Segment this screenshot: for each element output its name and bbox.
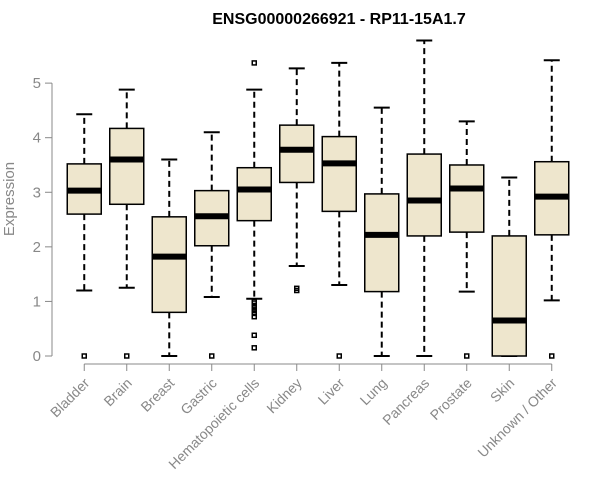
outlier-point bbox=[549, 353, 555, 359]
x-tick-label: Lung bbox=[357, 375, 390, 408]
iqr-box bbox=[449, 164, 485, 233]
box-group bbox=[194, 131, 230, 359]
x-tick-label: Unknown / Other bbox=[474, 375, 560, 461]
outlier-point bbox=[251, 332, 257, 339]
chart-title: ENSG00000266921 - RP11-15A1.7 bbox=[212, 11, 466, 28]
iqr-box bbox=[151, 216, 187, 314]
outlier-point bbox=[464, 353, 470, 359]
box-group bbox=[406, 39, 442, 357]
iqr-box bbox=[236, 166, 272, 222]
iqr-box bbox=[279, 124, 315, 184]
y-tick-label: 5 bbox=[33, 75, 41, 92]
outlier-point bbox=[251, 60, 257, 66]
box-series bbox=[66, 39, 570, 359]
y-axis: 0 1 2 3 4 5 bbox=[33, 75, 53, 365]
outlier-point bbox=[336, 353, 342, 359]
box-group bbox=[279, 67, 315, 294]
outlier-point bbox=[251, 345, 257, 351]
box-group bbox=[151, 158, 187, 357]
y-axis-label: Expression bbox=[1, 162, 18, 236]
x-tick-label: Pancreas bbox=[379, 375, 432, 428]
box-group bbox=[109, 88, 145, 359]
box-group bbox=[534, 59, 570, 359]
y-tick-label: 0 bbox=[33, 348, 41, 365]
x-tick-label: Bladder bbox=[47, 375, 93, 421]
outlier-point bbox=[209, 353, 215, 359]
y-tick-label: 4 bbox=[33, 130, 41, 147]
y-tick-label: 3 bbox=[33, 184, 41, 201]
x-tick-label: Kidney bbox=[263, 375, 305, 417]
y-tick-label: 2 bbox=[33, 239, 41, 256]
iqr-box bbox=[109, 127, 145, 206]
iqr-box bbox=[406, 153, 442, 237]
outlier-point bbox=[294, 287, 300, 294]
box-group bbox=[364, 106, 400, 357]
iqr-box bbox=[364, 193, 400, 293]
box-group bbox=[66, 113, 102, 359]
outlier-point bbox=[251, 313, 257, 320]
x-tick-label: Prostate bbox=[427, 375, 475, 423]
box-group bbox=[449, 120, 485, 359]
iqr-box bbox=[321, 135, 357, 213]
outlier-point bbox=[81, 353, 87, 359]
box-group bbox=[491, 176, 527, 357]
x-tick-label: Liver bbox=[315, 375, 348, 408]
iqr-box bbox=[491, 235, 527, 357]
outlier-point bbox=[124, 353, 130, 359]
box-group bbox=[236, 60, 272, 351]
box-group bbox=[321, 61, 357, 359]
y-tick-label: 1 bbox=[33, 293, 41, 310]
x-tick-label: Brain bbox=[100, 375, 134, 409]
x-tick-label: Breast bbox=[137, 375, 177, 415]
x-tick-label: Skin bbox=[487, 375, 518, 406]
